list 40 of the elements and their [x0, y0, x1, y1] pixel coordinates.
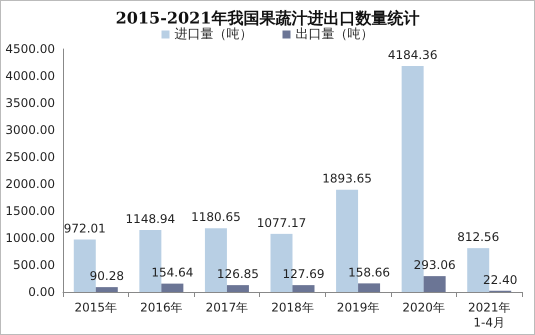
data-label: 1180.65 [191, 210, 241, 224]
bar [358, 283, 380, 292]
y-tick-label: 4500.00 [5, 42, 55, 56]
y-tick-label: 0.00 [28, 285, 55, 299]
legend-label: 出口量（吨） [296, 27, 374, 42]
data-label: 4184.36 [388, 48, 438, 62]
y-tick-label: 2500.00 [5, 150, 55, 164]
x-tick-label: 2019年 [336, 300, 380, 314]
y-tick-label: 500.00 [13, 258, 55, 272]
y-tick-label: 3500.00 [5, 96, 55, 110]
x-tick-label: 2015年 [74, 300, 118, 314]
x-tick-label: 2017年 [206, 300, 248, 314]
data-label: 158.66 [348, 265, 390, 280]
legend-label: 进口量（吨） [174, 27, 252, 42]
x-tick-label: 2021年 1-4月 [468, 300, 510, 330]
y-tick-label: 2000.00 [5, 177, 55, 191]
bar [96, 287, 118, 292]
bar [161, 284, 184, 292]
y-tick-label: 1000.00 [5, 231, 55, 245]
bar [226, 285, 249, 292]
y-tick-label: 4000.00 [5, 69, 55, 83]
y-tick-label: 3000.00 [5, 123, 55, 137]
data-label: 1148.94 [126, 212, 176, 226]
x-tick-label: 2016年 [140, 300, 183, 314]
data-label: 812.56 [457, 230, 500, 244]
data-label: 127.69 [282, 267, 324, 282]
data-label: 293.06 [414, 258, 456, 272]
bar [424, 276, 446, 292]
bar [292, 285, 314, 292]
data-label: 1077.17 [256, 216, 306, 230]
data-label: 126.85 [216, 267, 259, 282]
data-label: 1893.65 [322, 172, 372, 186]
y-tick-label: 1500.00 [5, 204, 55, 218]
x-tick-label: 2018年 [271, 300, 314, 314]
data-label: 90.28 [90, 269, 124, 284]
data-label: 972.01 [64, 222, 106, 236]
data-label: 22.40 [483, 272, 518, 287]
x-tick-label: 2020年 [402, 300, 445, 314]
data-label: 154.64 [151, 266, 194, 280]
chart-title: 2015-2021年我国果蔬汁进出口数量统计 [116, 8, 420, 28]
